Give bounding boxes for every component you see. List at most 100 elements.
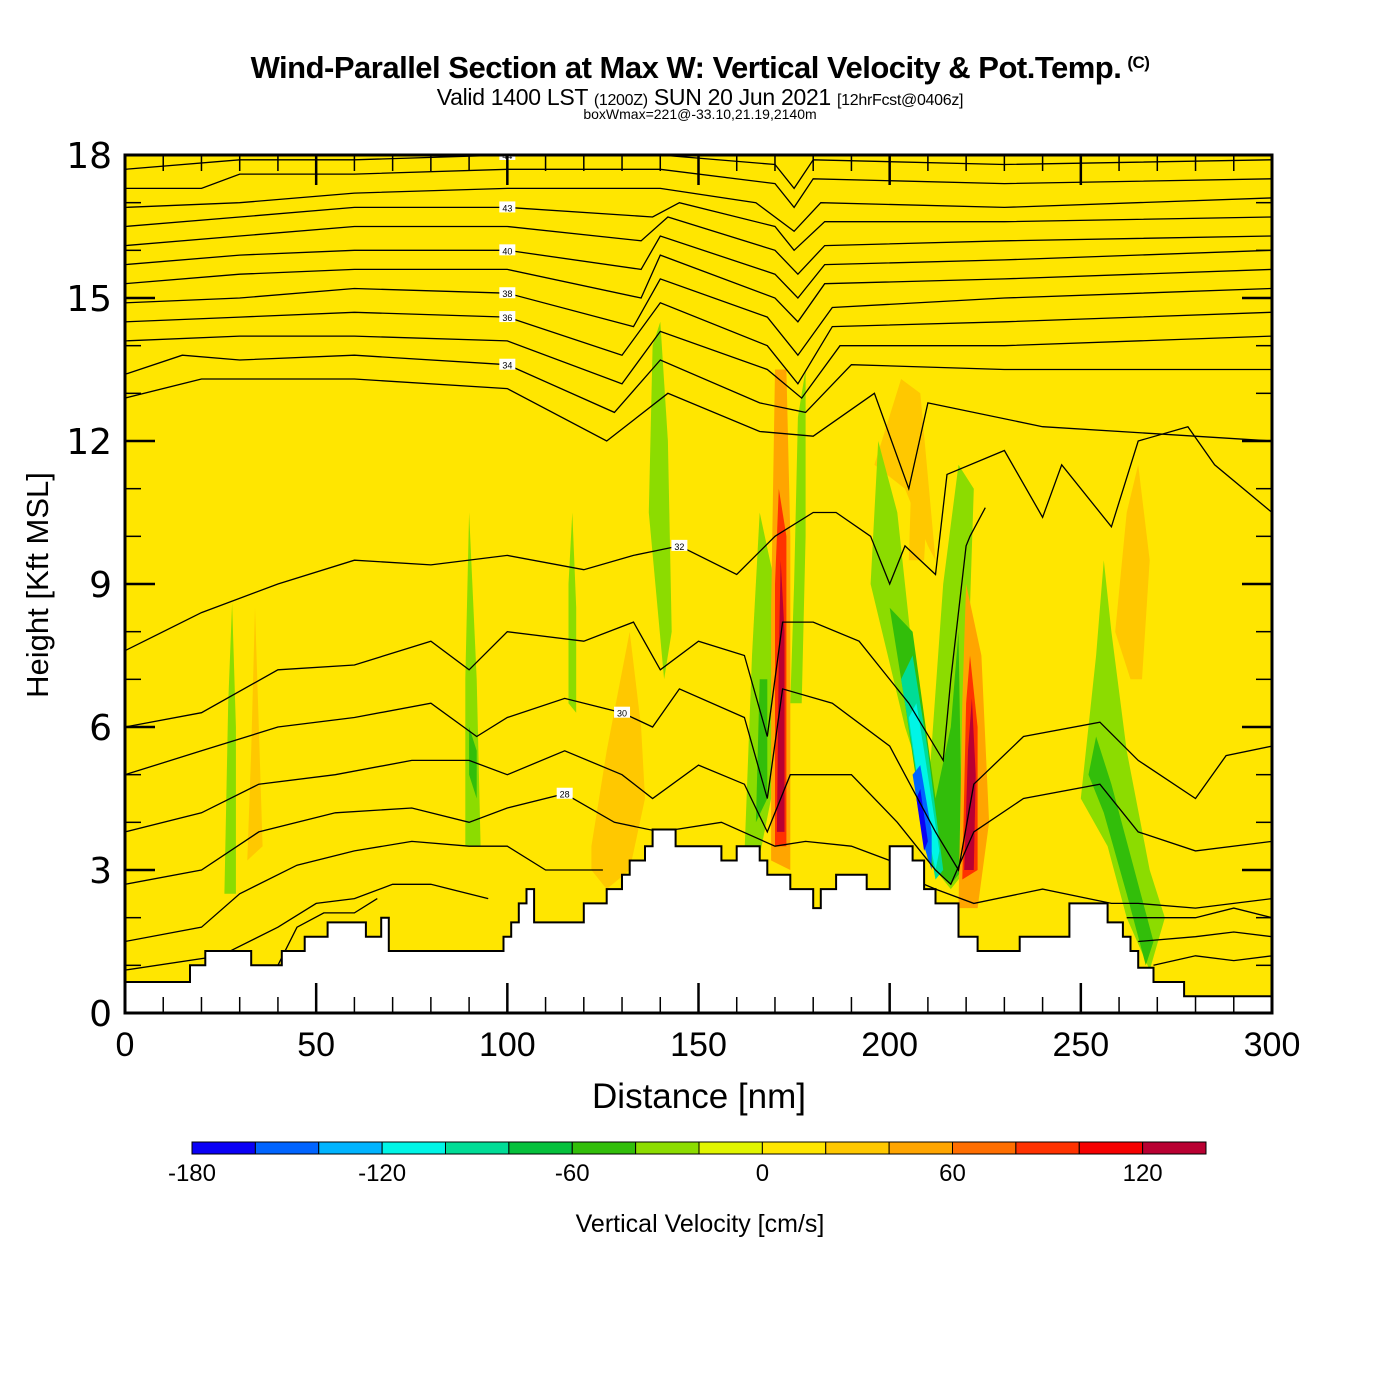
y-tick-label: 0	[89, 994, 112, 1035]
velocity-region	[1115, 464, 1150, 680]
contour-label: 36	[502, 313, 512, 323]
theta-contour-layer	[125, 155, 1272, 971]
colorbar-swatch	[825, 1141, 890, 1155]
contour-label: 38	[502, 289, 512, 299]
theta-contour	[125, 187, 1272, 233]
velocity-region	[224, 603, 236, 894]
colorbar-swatch	[254, 1141, 320, 1155]
theta-contour	[125, 302, 1272, 385]
title-text: Wind-Parallel Section at Max W: Vertical…	[250, 50, 1122, 85]
contour-label: 40	[502, 246, 512, 256]
contour-label: 28	[560, 790, 570, 800]
theta-contour	[125, 254, 1272, 323]
theta-contour	[125, 425, 1272, 652]
colorbar-swatch	[191, 1141, 256, 1155]
colorbar-swatch	[445, 1141, 510, 1155]
theta-contour	[125, 793, 1272, 909]
theta-contour	[125, 507, 986, 763]
colorbar-tick-label: 120	[1123, 1160, 1163, 1187]
colorbar-swatch	[508, 1141, 573, 1155]
copyright-mark: (C)	[1127, 53, 1150, 72]
colorbar-swatch	[635, 1141, 700, 1155]
colorbar-label: Vertical Velocity [cm/s]	[576, 1210, 825, 1238]
velocity-region	[430, 560, 443, 775]
axis-ticks	[123, 153, 1274, 1015]
contour-label-bg	[499, 311, 516, 323]
colorbar-swatch	[761, 1141, 827, 1155]
contour-label: 32	[674, 542, 684, 552]
velocity-fill-layer	[224, 321, 1165, 971]
colorbar-swatch	[952, 1141, 1017, 1155]
x-axis-label: Distance [nm]	[592, 1077, 806, 1116]
forecast-info: [12hrFcst@0406z]	[837, 92, 964, 109]
theta-contour	[125, 155, 1272, 190]
y-tick-label: 12	[66, 422, 112, 463]
y-tick-label: 15	[66, 279, 112, 320]
y-tick-label: 3	[89, 851, 112, 892]
colorbar-swatch	[1015, 1141, 1080, 1155]
valid-date: SUN 20 Jun 2021	[653, 84, 831, 110]
x-tick-label: 250	[1052, 1026, 1109, 1064]
colorbar-swatch	[1142, 1141, 1207, 1155]
colorbar-tick-label: -60	[555, 1160, 590, 1187]
contour-label: 43	[502, 203, 512, 213]
x-tick-labels: 0 50 100 150 200 250 300	[116, 1026, 1301, 1064]
colorbar-swatch	[698, 1141, 763, 1155]
x-tick-label: 100	[479, 1026, 536, 1064]
theta-contour	[125, 750, 1272, 886]
velocity-region	[1088, 736, 1154, 966]
theta-contour	[125, 378, 1272, 492]
velocity-region	[908, 703, 940, 870]
y-tick-label: 18	[66, 136, 112, 177]
valid-zulu: (1200Z)	[593, 92, 648, 109]
y-tick-label: 6	[89, 708, 112, 749]
velocity-region	[908, 417, 928, 561]
contour-label-bg	[499, 358, 516, 370]
contour-label-bg	[671, 539, 688, 551]
theta-contour	[125, 202, 1272, 252]
velocity-region	[790, 369, 806, 704]
chart-title: Wind-Parallel Section at Max W: Vertical…	[0, 50, 1400, 86]
theta-contour	[125, 216, 1272, 276]
colorbar	[191, 1141, 1207, 1155]
y-tick-labels: 0 3 6 9 12 15 18	[66, 136, 112, 1035]
x-tick-label: 200	[861, 1026, 918, 1064]
x-tick-label: 0	[116, 1026, 135, 1064]
colorbar-tick-label: 60	[939, 1160, 966, 1187]
colorbar-tick-label: -120	[358, 1160, 406, 1187]
colorbar-tick-labels: -180 -120 -60 0 60 120	[168, 1160, 1163, 1187]
colorbar-tick-label: 0	[756, 1160, 769, 1187]
theta-contour	[1126, 907, 1272, 919]
velocity-region	[1080, 560, 1165, 971]
velocity-region	[648, 321, 672, 680]
plot-area: 444340383634323028	[125, 155, 1272, 1013]
valid-time: Valid 1400 LST	[436, 84, 588, 110]
velocity-region	[916, 789, 928, 851]
contour-label-bg	[499, 201, 516, 213]
chart-subtitle: Valid 1400 LST (1200Z) SUN 20 Jun 2021 […	[0, 84, 1400, 111]
theta-contour	[125, 330, 1272, 400]
theta-contour	[1153, 955, 1272, 966]
contour-label-bg	[499, 244, 516, 256]
contour-label-bg	[614, 706, 631, 718]
terrain	[125, 828, 1272, 1013]
contour-label: 30	[617, 709, 627, 719]
velocity-region	[776, 560, 785, 832]
contour-label: 34	[502, 361, 512, 371]
colorbar-swatch	[888, 1141, 953, 1155]
y-axis-label: Height [Kft MSL]	[20, 472, 55, 698]
box-wmax-line: boxWmax=221@-33.10,21.19,2140m	[583, 106, 817, 122]
velocity-region	[568, 512, 577, 713]
colorbar-swatch	[318, 1141, 383, 1155]
theta-contour	[125, 278, 1272, 357]
x-tick-label: 150	[670, 1026, 727, 1064]
theta-contour	[277, 898, 378, 966]
x-tick-label: 300	[1244, 1026, 1301, 1064]
colorbar-swatch	[571, 1141, 637, 1155]
velocity-region	[964, 698, 976, 870]
velocity-region	[469, 727, 477, 799]
theta-contour	[125, 688, 1272, 872]
colorbar-tick-label: -180	[168, 1160, 216, 1187]
theta-contour	[125, 354, 1272, 414]
